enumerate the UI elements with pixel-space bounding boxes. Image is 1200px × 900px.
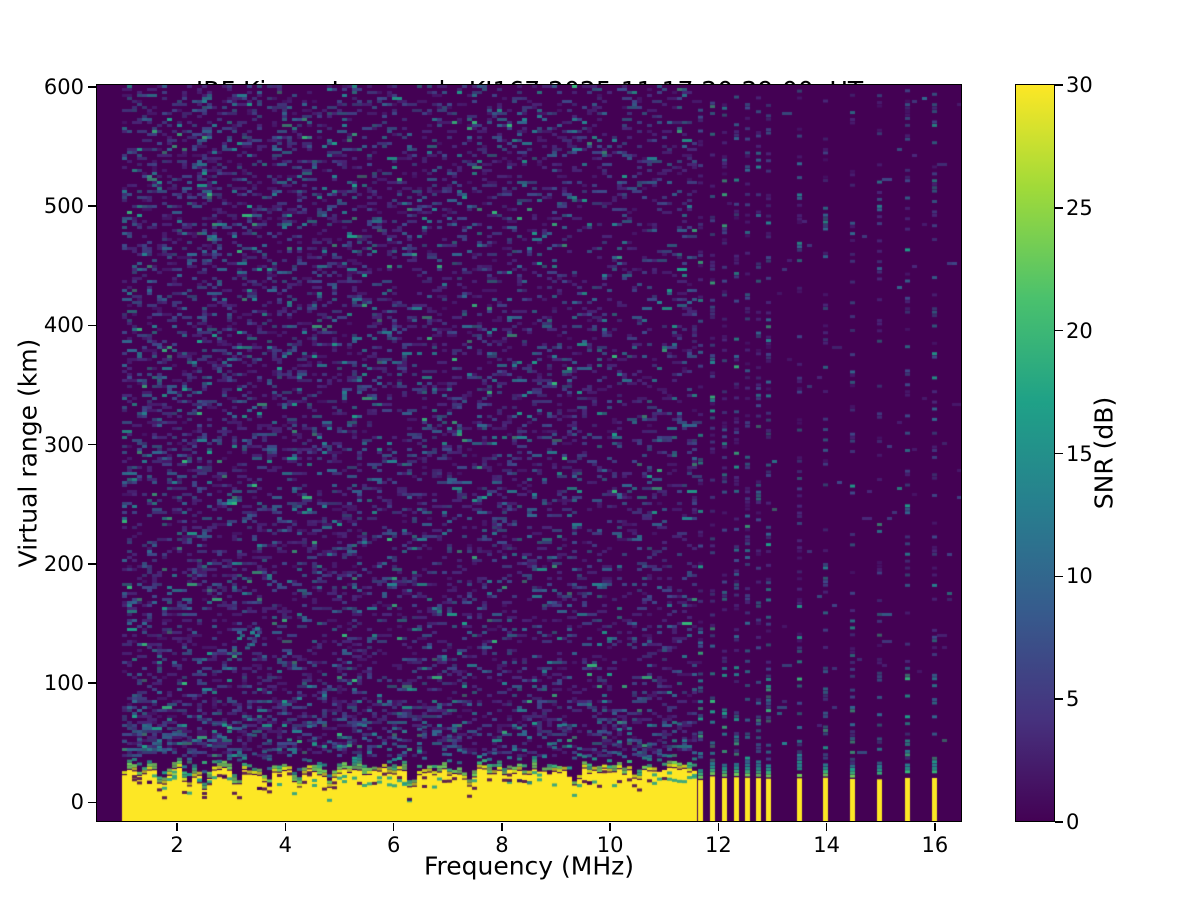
- colorbar-tick-label: 15: [1066, 441, 1093, 466]
- y-tick: [88, 324, 96, 327]
- y-tick-label: 200: [43, 551, 84, 576]
- x-tick-label: 6: [386, 833, 401, 857]
- y-tick: [88, 205, 96, 207]
- ionogram-heatmap: [97, 85, 962, 822]
- x-tick: [284, 823, 287, 831]
- x-tick-label: 14: [813, 833, 841, 857]
- y-tick: [88, 86, 96, 88]
- colorbar-tick: [1055, 452, 1063, 455]
- y-tick-label: 0: [70, 790, 84, 815]
- colorbar-tick-label: 5: [1066, 687, 1080, 712]
- y-tick-label: 400: [43, 313, 84, 338]
- x-tick: [717, 823, 720, 831]
- x-tick: [176, 823, 178, 831]
- x-axis-label: Frequency (MHz): [423, 851, 635, 881]
- y-tick: [88, 801, 96, 804]
- x-tick-label: 8: [495, 833, 509, 857]
- colorbar-tick: [1055, 207, 1063, 209]
- colorbar-tick: [1055, 575, 1063, 578]
- colorbar-gradient: [1016, 85, 1054, 822]
- colorbar-tick-label: 20: [1066, 318, 1093, 343]
- x-tick: [825, 823, 828, 831]
- y-tick-label: 100: [43, 671, 84, 696]
- colorbar-tick-label: 25: [1066, 195, 1093, 220]
- colorbar-tick: [1055, 84, 1063, 86]
- x-tick-label: 12: [705, 833, 732, 857]
- colorbar-tick-label: 0: [1066, 810, 1080, 834]
- colorbar-tick-label: 10: [1066, 564, 1093, 589]
- x-tick-label: 2: [170, 833, 184, 857]
- y-tick: [88, 443, 96, 446]
- y-tick-label: 600: [43, 74, 84, 99]
- y-tick-label: 300: [43, 432, 84, 457]
- y-tick: [88, 563, 96, 565]
- x-tick: [501, 823, 503, 831]
- colorbar-tick-label: 30: [1066, 73, 1093, 97]
- x-tick: [609, 823, 611, 831]
- x-tick-label: 16: [921, 833, 949, 857]
- x-tick-label: 4: [278, 833, 293, 857]
- colorbar-tick: [1055, 821, 1063, 823]
- x-tick-label: 10: [596, 833, 624, 857]
- y-tick: [88, 682, 96, 684]
- colorbar-tick: [1055, 698, 1063, 700]
- y-axis-label: Virtual range (km): [13, 338, 43, 568]
- x-tick: [392, 823, 395, 831]
- colorbar-tick: [1055, 329, 1063, 332]
- y-tick-label: 500: [43, 194, 84, 219]
- x-tick: [934, 823, 936, 831]
- colorbar-label: SNR (dB): [1089, 396, 1119, 510]
